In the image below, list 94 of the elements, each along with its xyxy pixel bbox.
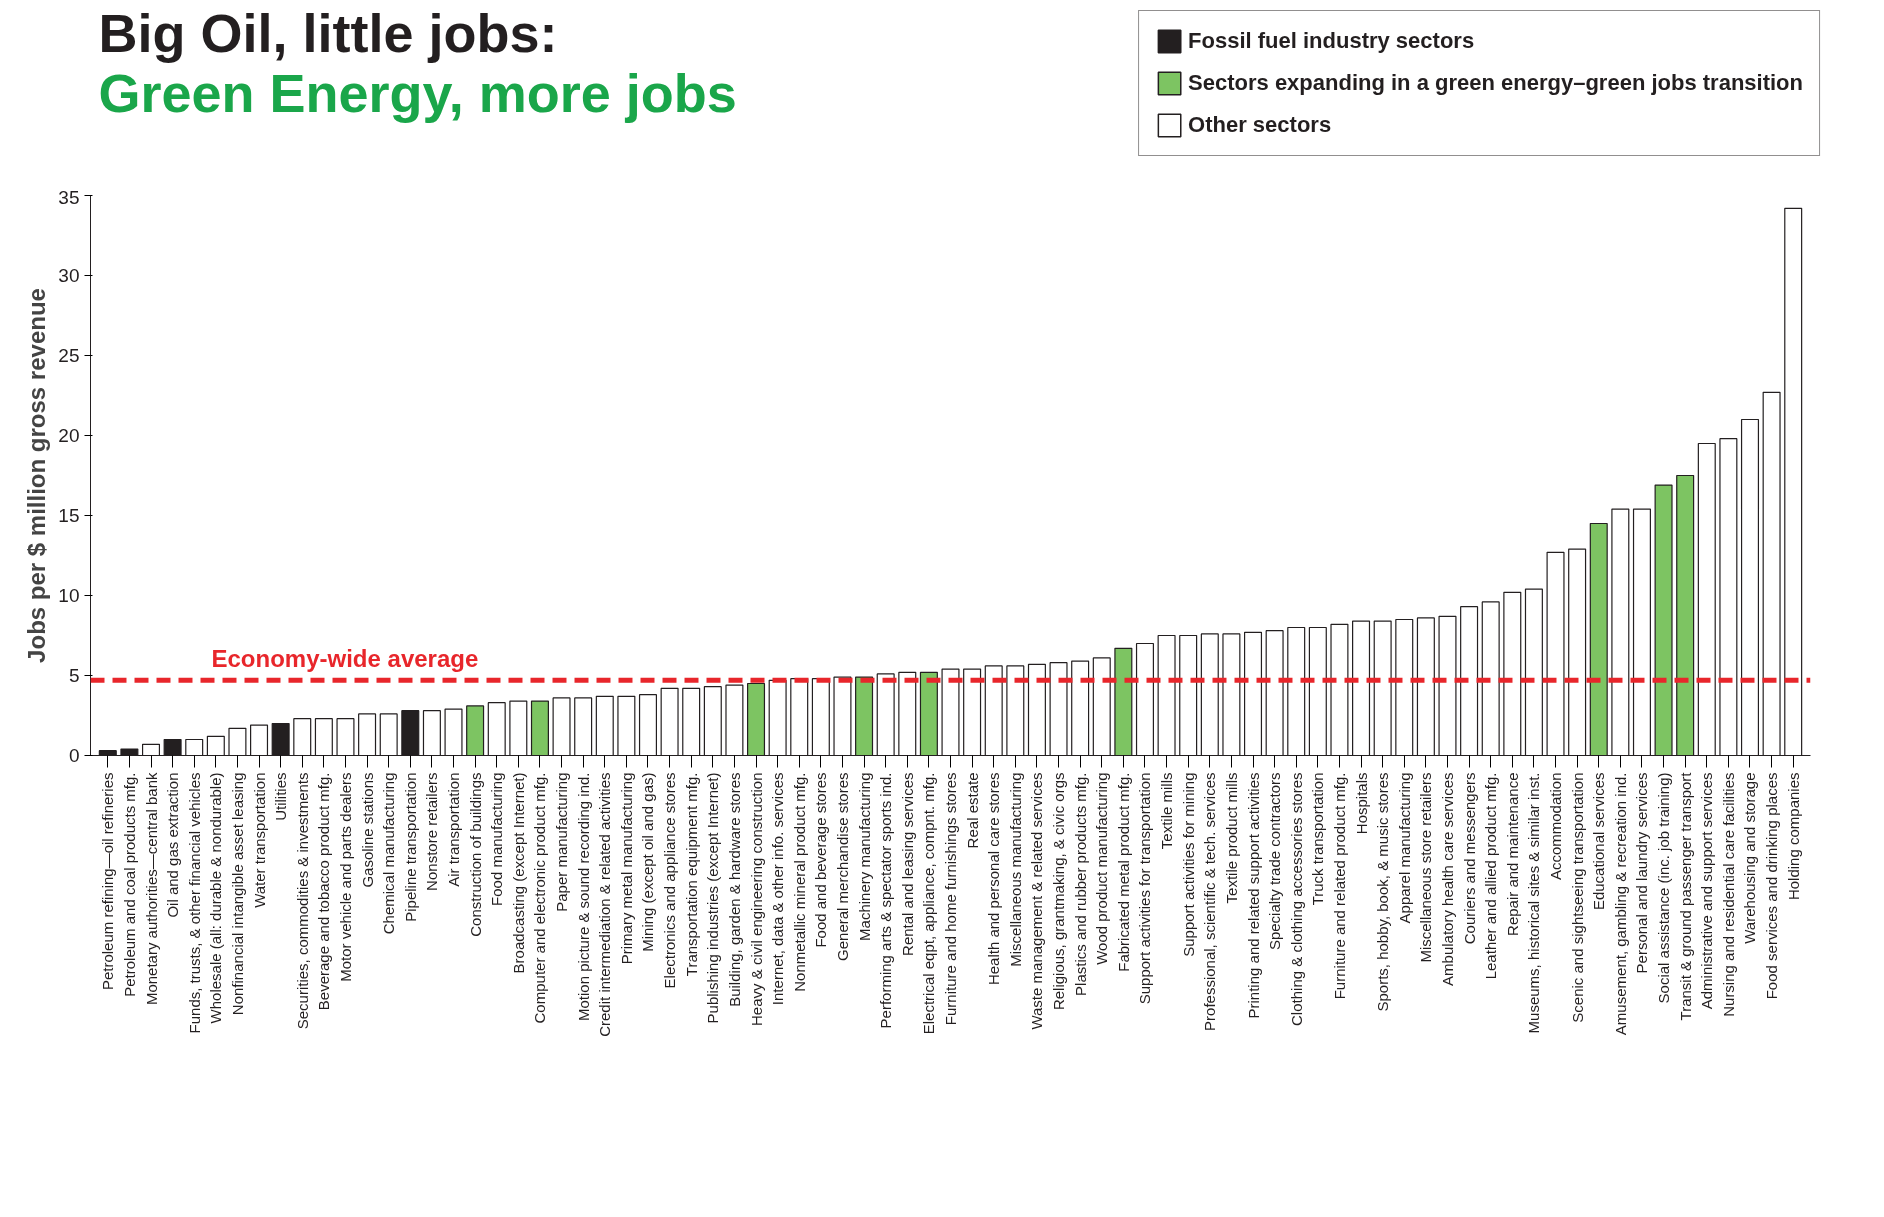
x-tick-label: Broadcasting (except Internet) xyxy=(509,772,527,974)
x-tick-label: Leather and allied product mfg. xyxy=(1482,772,1500,980)
y-tick-label: 20 xyxy=(58,425,80,446)
y-tick-label: 35 xyxy=(58,186,80,208)
x-tick-label: Plastics and rubber products mfg. xyxy=(1071,772,1089,996)
x-tick-label: Funds, trusts, & other financial vehicles xyxy=(185,772,203,1034)
x-tick-label: Food and beverage stores xyxy=(812,772,830,948)
x-tick-label: Professional, scientific & tech. services xyxy=(1201,772,1219,1031)
x-tick-label: Specialty trade contractors xyxy=(1266,772,1284,951)
x-tick-label: Support activities for transportation xyxy=(1136,772,1154,1005)
legend-label: Fossil fuel industry sectors xyxy=(1188,28,1475,54)
x-tick-label: Primary metal manufacturing xyxy=(617,772,635,965)
x-tick-label: Publishing industries (except Internet) xyxy=(704,772,722,1024)
x-tick-label: Printing and related support activities xyxy=(1244,772,1262,1019)
x-tick-label: Repair and maintenance xyxy=(1503,772,1521,936)
x-tick-label: Mining (except oil and gas) xyxy=(639,772,657,952)
x-tick-label: Electronics and appliance stores xyxy=(661,772,679,989)
x-tick-label: Support activities for mining xyxy=(1179,772,1197,957)
x-tick-label: Gasoline stations xyxy=(358,772,376,888)
x-tick-label: Wood product manufacturing xyxy=(1093,772,1111,965)
x-tick-label: Utilities xyxy=(272,772,290,821)
y-axis-title: Jobs per $ million gross revenue xyxy=(23,288,51,663)
y-tick-label: 30 xyxy=(58,265,80,286)
x-tick-label: Transportation equipment mfg. xyxy=(682,772,700,977)
x-tick-label: Food services and drinking places xyxy=(1763,772,1781,1000)
x-tick-label: General merchandise stores xyxy=(833,772,851,961)
x-tick-label: Credit intermediation & related activities xyxy=(596,772,614,1037)
x-tick-label: Personal and laundry services xyxy=(1633,772,1651,974)
x-tick-label: Pipeline transportation xyxy=(401,772,419,922)
x-tick-label: Museums, historical sites & similar inst. xyxy=(1525,772,1543,1034)
x-tick-label: Accommodation xyxy=(1547,772,1565,881)
x-tick-label: Religious, grantmaking, & civic orgs xyxy=(1050,772,1068,1011)
x-tick-label: Heavy & civil engineering construction xyxy=(747,772,765,1026)
x-tick-label: Electrical eqpt, appliance, compnt. mfg. xyxy=(920,772,938,1035)
x-tick-label: Monetary authorities—central bank xyxy=(142,772,160,1006)
y-tick-label: 25 xyxy=(58,345,80,366)
x-tick-label: Truck transportation xyxy=(1309,772,1327,906)
x-tick-label: Amusement, gambling & recreation ind. xyxy=(1611,772,1629,1036)
x-tick-label: Computer and electronic product mfg. xyxy=(531,772,549,1024)
y-tick-label: 0 xyxy=(68,745,80,766)
x-tick-label: Beverage and tobacco product mfg. xyxy=(315,772,333,1011)
x-tick-label: Miscellaneous store retailers xyxy=(1417,772,1435,963)
x-tick-label: Securities, commodities & investments xyxy=(293,772,311,1030)
x-tick-label: Air transportation xyxy=(445,772,463,887)
x-tick-label: Couriers and messengers xyxy=(1460,772,1478,945)
x-tick-label: Motor vehicle and parts dealers xyxy=(336,772,354,982)
x-tick-label: Petroleum and coal products mfg. xyxy=(120,772,138,997)
x-tick-label: Hospitals xyxy=(1352,772,1370,835)
legend-label: Other sectors xyxy=(1188,112,1332,138)
x-tick-label: Health and personal care stores xyxy=(985,772,1003,986)
x-tick-label: Rental and leasing services xyxy=(898,772,916,956)
x-tick-label: Holding companies xyxy=(1784,772,1802,901)
x-tick-label: Miscellaneous manufacturing xyxy=(1006,772,1024,967)
x-tick-label: Transit & ground passenger transport xyxy=(1676,771,1694,1021)
x-tick-label: Textile mills xyxy=(1158,772,1176,850)
x-tick-label: Real estate xyxy=(963,772,981,849)
ref-line-label: Economy-wide average xyxy=(211,645,479,673)
y-tick-label: 5 xyxy=(68,665,80,686)
x-tick-label: Scenic and sightseeing transportation xyxy=(1568,772,1586,1023)
x-tick-label: Nonstore retailers xyxy=(423,772,441,891)
x-tick-label: Social assistance (inc. job training) xyxy=(1655,772,1673,1004)
x-tick-label: Waste management & related services xyxy=(1028,772,1046,1030)
x-tick-label: Nonfinancial intangible asset leasing xyxy=(228,772,246,1016)
chart-subtitle: Green Energy, more jobs xyxy=(98,62,737,123)
x-tick-label: Oil and gas extraction xyxy=(164,772,182,918)
x-tick-label: Fabricated metal product mfg. xyxy=(1114,772,1132,972)
x-tick-label: Construction of buildings xyxy=(466,772,484,937)
x-tick-label: Wholesale (all: durable & nondurable) xyxy=(207,772,225,1024)
x-tick-label: Machinery manufacturing xyxy=(855,772,873,941)
x-tick-label: Warehousing and storage xyxy=(1741,772,1759,944)
x-tick-label: Apparel manufacturing xyxy=(1395,772,1413,924)
y-tick-label: 15 xyxy=(58,505,80,526)
x-tick-label: Clothing & clothing accessories stores xyxy=(1287,772,1305,1026)
legend-label: Sectors expanding in a green energy–green jobs transition xyxy=(1188,70,1803,96)
x-tick-label: Sports, hobby, book, & music stores xyxy=(1374,772,1392,1012)
x-tick-label: Furniture and home furnishings stores xyxy=(942,772,959,1026)
x-tick-label: Nonmetallic mineral product mfg. xyxy=(790,772,808,992)
x-tick-label: Petroleum refining—oil refineries xyxy=(99,772,117,991)
x-tick-label: Performing arts & spectator sports ind. xyxy=(877,772,895,1029)
x-tick-label: Educational services xyxy=(1590,772,1608,911)
x-tick-label: Building, garden & hardware stores xyxy=(725,772,743,1007)
x-tick-label: Paper manufacturing xyxy=(553,772,571,912)
x-tick-label: Textile product mills xyxy=(1222,772,1240,904)
y-tick-label: 10 xyxy=(58,585,80,606)
x-tick-label: Chemical manufacturing xyxy=(380,772,398,935)
x-tick-label: Water transportation xyxy=(250,772,268,908)
x-tick-label: Administrative and support services xyxy=(1698,772,1716,1010)
x-tick-label: Internet, data & other info. services xyxy=(769,772,787,1006)
chart-title: Big Oil, little jobs: xyxy=(98,2,558,63)
x-tick-label: Ambulatory health care services xyxy=(1438,772,1456,986)
x-tick-label: Furniture and related product mfg. xyxy=(1330,772,1348,1000)
x-tick-label: Food manufacturing xyxy=(488,772,506,906)
x-tick-label: Motion picture & sound recording ind. xyxy=(574,772,592,1021)
x-tick-label: Nursing and residential care facilities xyxy=(1719,772,1737,1017)
